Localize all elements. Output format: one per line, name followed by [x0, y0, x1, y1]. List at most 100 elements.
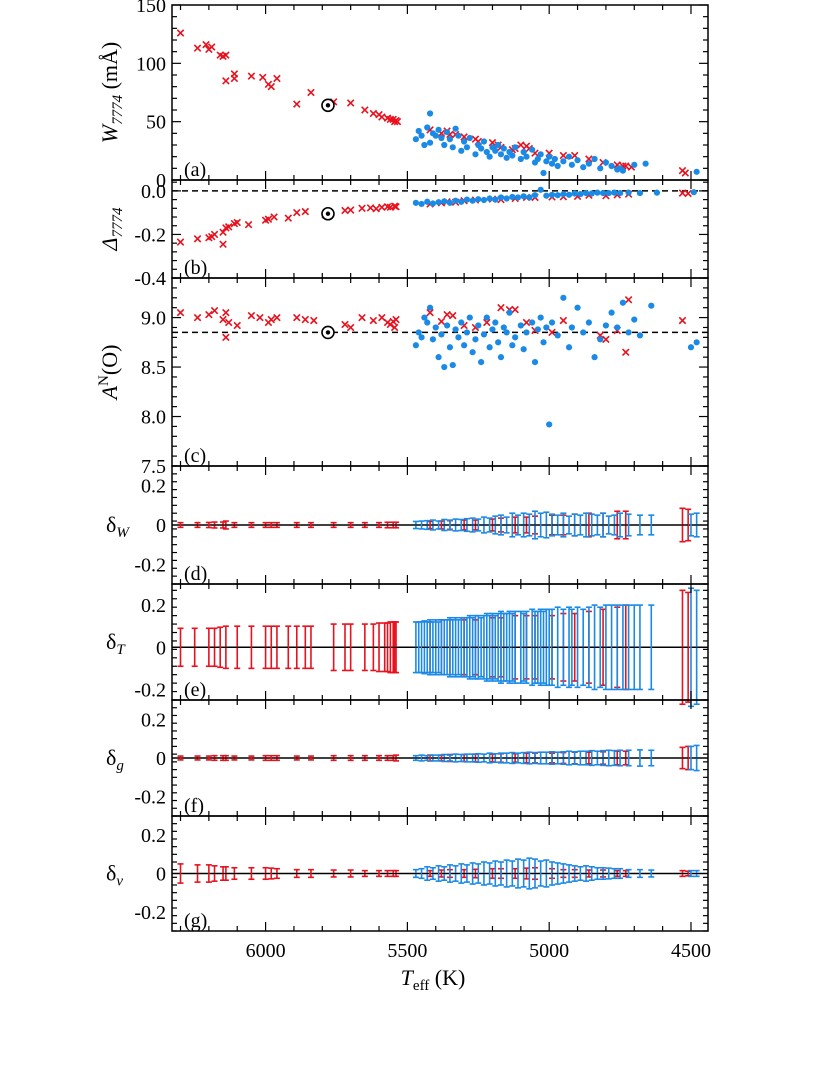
data-point-dot [443, 322, 451, 329]
y-axis-label: δv [106, 861, 123, 890]
data-point-dot [648, 302, 655, 309]
data-point-x [559, 151, 568, 160]
data-point-x [443, 310, 451, 319]
data-point-x [448, 311, 457, 320]
data-point-x [267, 82, 276, 91]
data-point-dot [554, 192, 561, 199]
data-point-x [390, 323, 399, 332]
panel-label: (g) [184, 910, 207, 932]
data-point-dot [591, 354, 598, 361]
y-axis-label-sub: T [116, 642, 126, 658]
data-point-dot [415, 127, 422, 135]
data-point-dot [449, 361, 456, 369]
panel-frame [171, 277, 709, 467]
data-point-dot [461, 138, 468, 145]
data-point-dot [653, 189, 661, 196]
panel-frame [171, 583, 709, 701]
data-point-dot [548, 160, 556, 167]
data-point-dot [483, 148, 490, 156]
y-tick-label: 0 [156, 170, 166, 192]
data-point-x [222, 51, 230, 59]
data-point-dot [500, 145, 507, 152]
data-point-dot [514, 194, 522, 201]
data-point-x [264, 215, 273, 223]
data-point-dot [585, 160, 592, 167]
data-point-dot [455, 334, 462, 341]
y-axis-label-unit: (O) [97, 345, 122, 376]
y-axis-label: AN(O) [96, 345, 122, 402]
data-point-dot [631, 161, 638, 168]
data-point-dot [636, 332, 644, 339]
y-axis-label-unit: (mÅ) [97, 42, 122, 95]
data-point-x [230, 74, 239, 83]
data-point-dot [492, 196, 499, 203]
data-point-dot [483, 314, 490, 321]
data-point-dot [497, 194, 505, 201]
data-point-dot [446, 344, 454, 351]
data-point-dot [687, 344, 695, 351]
data-point-dot [432, 324, 439, 331]
y-tick-label: 9.0 [141, 308, 166, 330]
data-point-dot [486, 195, 493, 202]
data-point-dot [520, 346, 527, 353]
data-point-dot [693, 339, 700, 346]
data-point-dot [543, 192, 550, 199]
data-point-x [522, 318, 531, 327]
panel-frame [171, 4, 709, 181]
data-point-dot [426, 110, 434, 117]
data-point-dot [463, 196, 471, 203]
data-point-dot [441, 141, 448, 149]
panel-d: -0.2 0 0.2 (d) δW [106, 465, 709, 585]
data-point-x [176, 238, 185, 246]
data-point-dot [534, 326, 541, 333]
data-point-dot [432, 132, 439, 139]
y-axis-label-sup: N [96, 375, 112, 386]
data-point-dot [565, 191, 573, 198]
data-point-dot [509, 152, 516, 159]
data-point-dot [517, 155, 524, 163]
data-point-dot [580, 329, 587, 336]
sun-symbol-dot [325, 330, 331, 335]
data-point-dot [594, 189, 601, 196]
data-point-dot [429, 200, 437, 207]
data-point-x [224, 318, 233, 327]
data-point-x [307, 88, 315, 97]
data-point-dot [619, 167, 627, 174]
data-point-dot [418, 200, 425, 208]
y-tick-label: 0 [156, 637, 166, 659]
data-point-x [346, 206, 355, 214]
data-point-dot [546, 421, 553, 428]
data-point-x [341, 320, 349, 329]
data-point-dot [452, 197, 459, 204]
data-point-dot [597, 336, 604, 343]
data-point-dot [540, 169, 547, 177]
data-point-x [193, 313, 202, 322]
y-tick-label: 50 [146, 112, 166, 134]
data-point-dot [412, 342, 419, 349]
panel-label: (e) [184, 679, 206, 701]
y-axis-label: Δ7774 [97, 207, 126, 251]
data-point-dot [565, 153, 573, 160]
data-point-x [247, 72, 256, 80]
data-point-dot [534, 155, 541, 163]
data-point-x [684, 189, 692, 198]
data-point-dot [543, 324, 550, 331]
data-point-dot [480, 331, 488, 338]
y-tick-label: -0.2 [134, 902, 166, 924]
data-point-x [273, 313, 281, 322]
panel-label: (c) [184, 445, 206, 467]
data-point-x [483, 318, 491, 327]
data-point-x [233, 321, 241, 330]
x-axis-label-main: T [401, 965, 415, 990]
data-point-dot [426, 304, 434, 311]
panel-f: -0.2 0 0.2 (f) δg [106, 699, 709, 817]
data-point-dot [421, 141, 428, 149]
data-point-x [460, 133, 468, 141]
sun-symbol-dot [325, 103, 331, 108]
data-point-dot [497, 354, 505, 361]
y-axis-label-sub: v [116, 874, 123, 890]
data-point-dot [469, 349, 476, 356]
data-point-x [219, 315, 227, 324]
data-point-dot [582, 189, 590, 197]
data-point-dot [452, 125, 459, 132]
